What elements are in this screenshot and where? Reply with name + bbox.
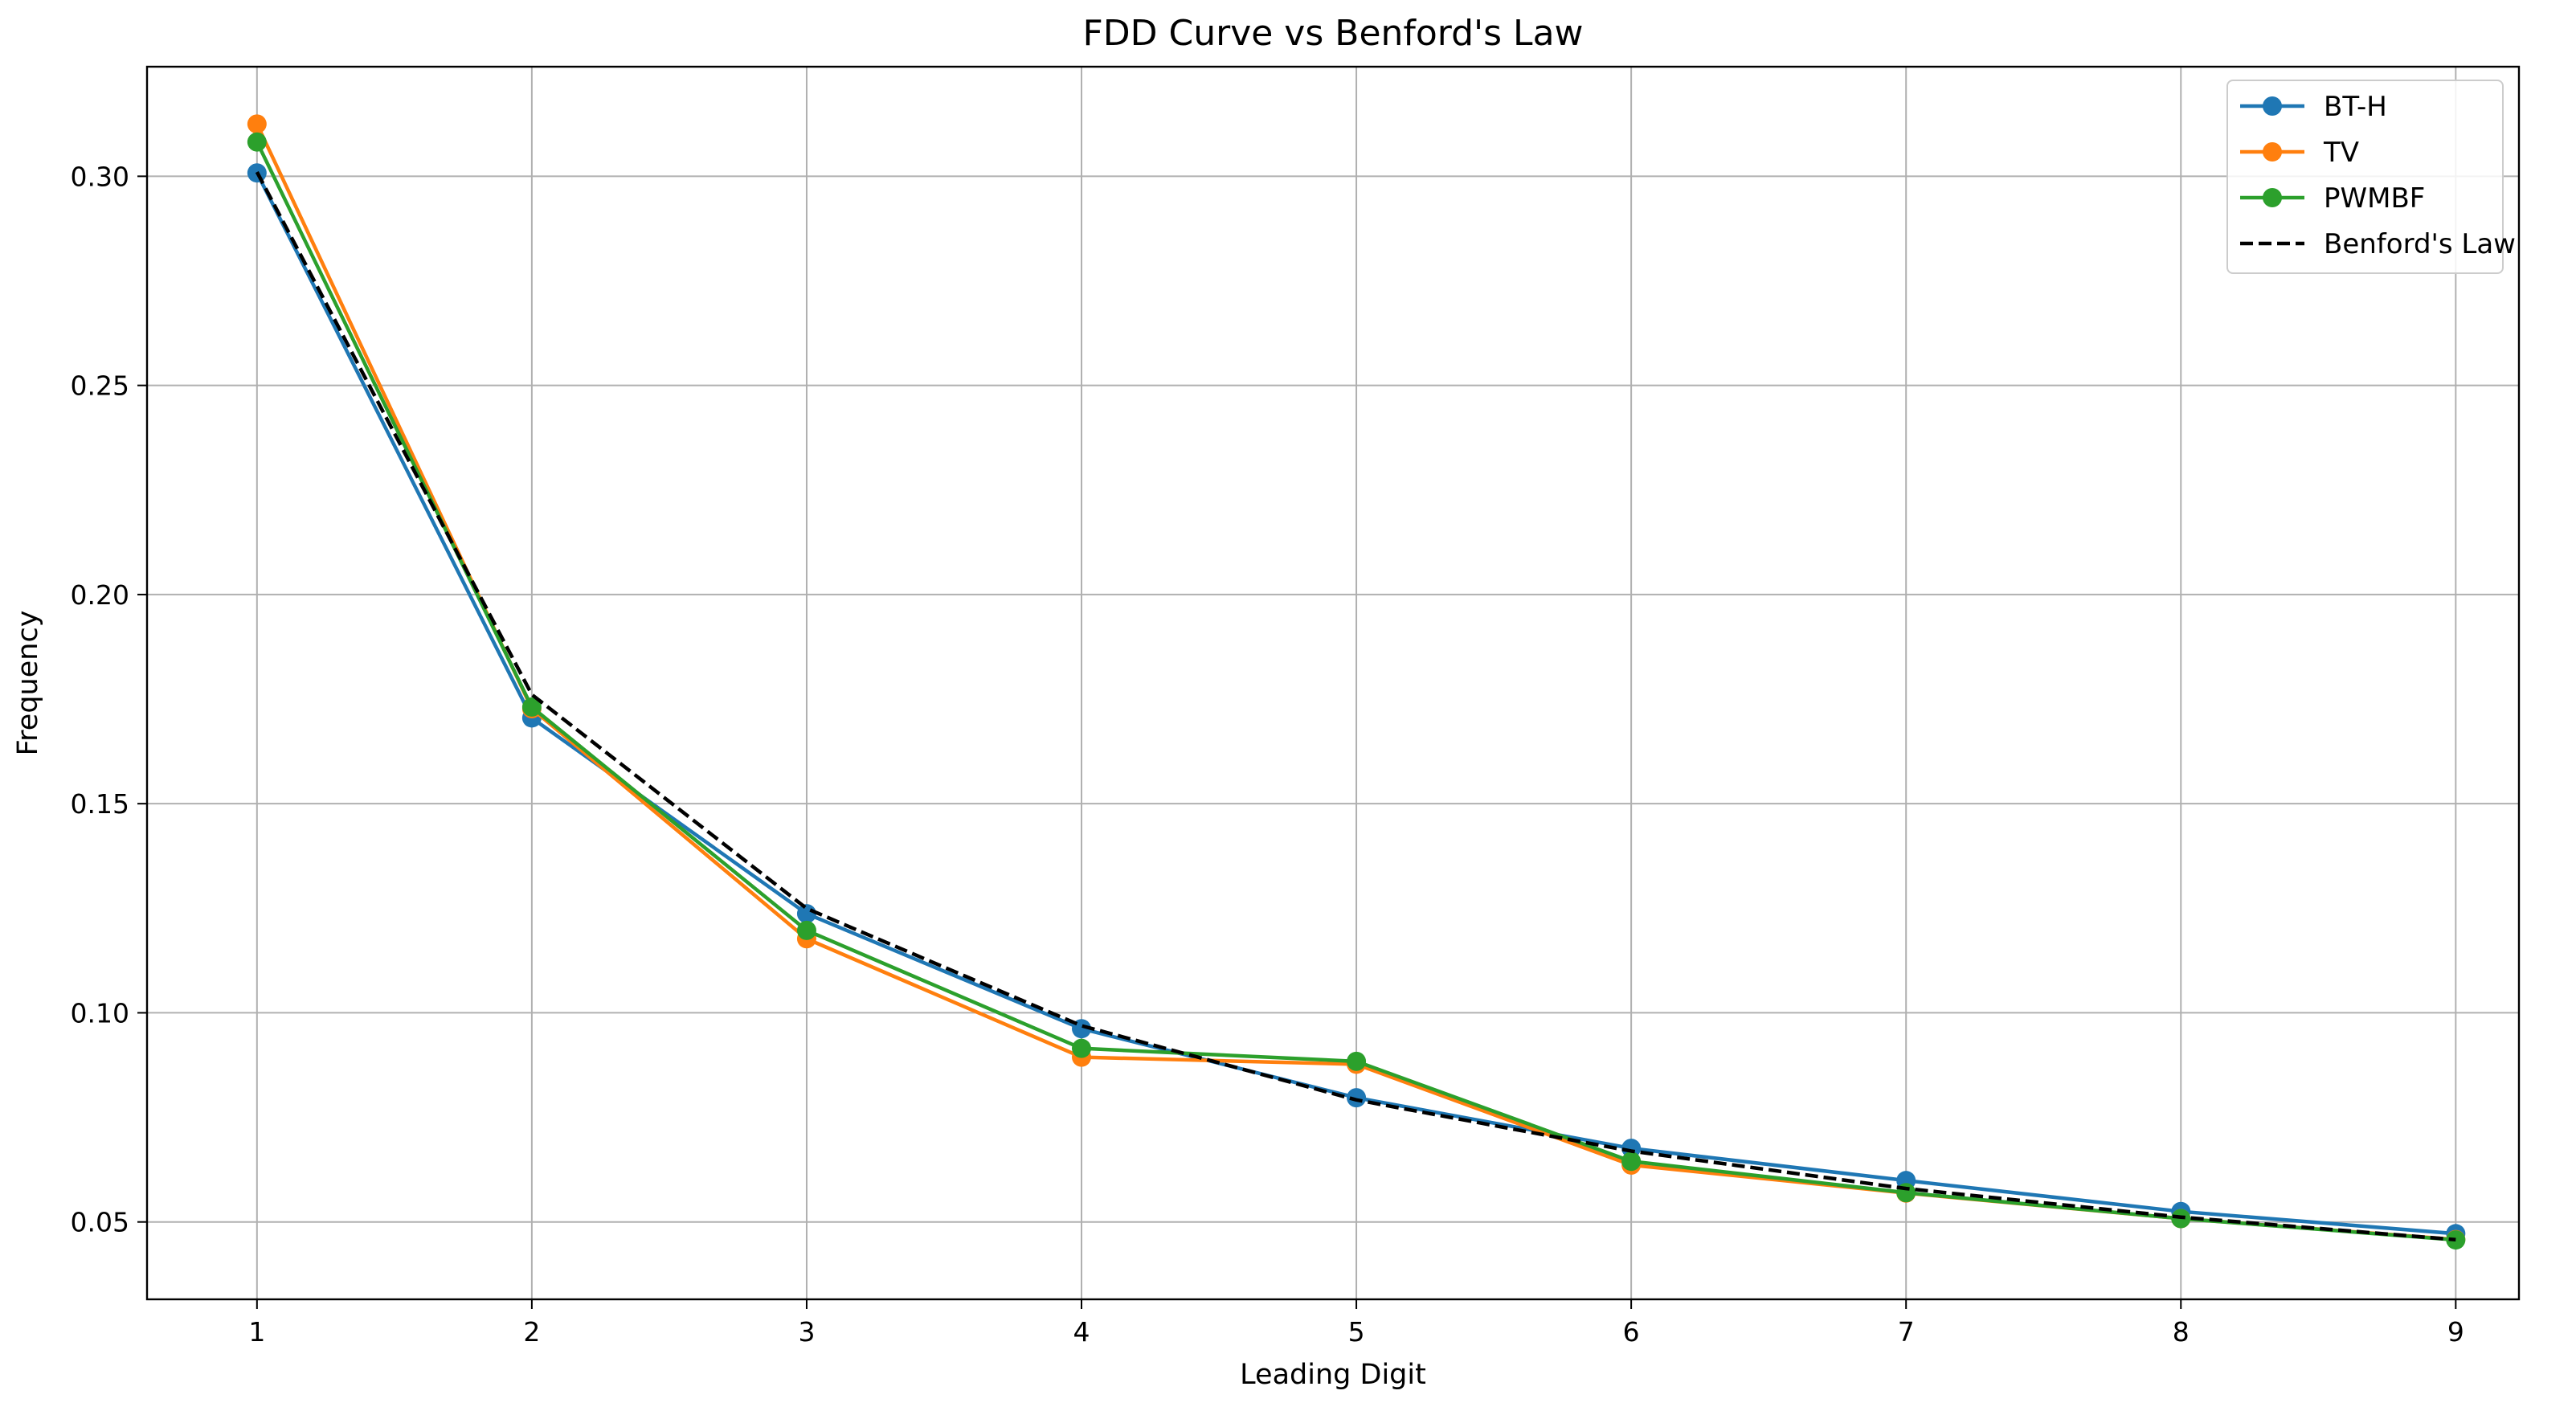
data-point: [1621, 1151, 1642, 1172]
x-tick-label: 5: [1348, 1316, 1365, 1348]
series-layer: [247, 114, 2466, 1250]
x-tick-label: 6: [1623, 1316, 1640, 1348]
legend: BT-H TV PWMBF Benford's Law: [2226, 80, 2516, 274]
x-axis-label: Leading Digit: [1240, 1359, 1426, 1391]
legend-marker-1: [2263, 142, 2282, 162]
data-point: [1072, 1038, 1092, 1058]
legend-box: [2226, 80, 2504, 274]
data-point: [1347, 1088, 1367, 1108]
legend-label: BT-H: [2324, 91, 2387, 123]
x-tick-label: 1: [248, 1316, 265, 1348]
y-axis-label: Frequency: [12, 611, 44, 756]
data-point: [521, 697, 542, 717]
x-tick-label: 9: [2447, 1316, 2464, 1348]
y-tick-label: 0.10: [71, 997, 129, 1029]
chart-title: FDD Curve vs Benford's Law: [1082, 13, 1583, 54]
y-tick-label: 0.25: [71, 370, 129, 402]
data-point: [796, 904, 816, 924]
y-tick-label: 0.20: [71, 579, 129, 611]
legend-label: Benford's Law: [2324, 228, 2516, 260]
data-point: [247, 114, 267, 134]
x-tick-label: 7: [1898, 1316, 1915, 1348]
legend-marker-2: [2263, 188, 2282, 207]
x-tick-label: 2: [523, 1316, 540, 1348]
data-point: [1347, 1051, 1367, 1071]
y-tick-label: 0.05: [71, 1207, 129, 1238]
series-line-3: [255, 170, 2456, 1242]
grid-lines: [147, 67, 2519, 1299]
y-tick-label: 0.30: [71, 161, 129, 192]
legend-marker-0: [2263, 96, 2282, 116]
axis-ticks: 1 2 3 4 5 6 7 8 9 0.05 0.10 0.15 0.20 0.25 0.30: [71, 161, 2464, 1348]
legend-label: PWMBF: [2324, 182, 2425, 215]
data-point: [796, 920, 816, 940]
plot-frame: [145, 65, 2521, 1301]
data-point: [2446, 1230, 2466, 1250]
y-tick-label: 0.15: [71, 788, 129, 820]
x-tick-label: 4: [1073, 1316, 1090, 1348]
x-tick-label: 8: [2173, 1316, 2190, 1348]
data-point: [247, 132, 267, 152]
legend-label: TV: [2323, 137, 2359, 169]
x-tick-label: 3: [798, 1316, 815, 1348]
